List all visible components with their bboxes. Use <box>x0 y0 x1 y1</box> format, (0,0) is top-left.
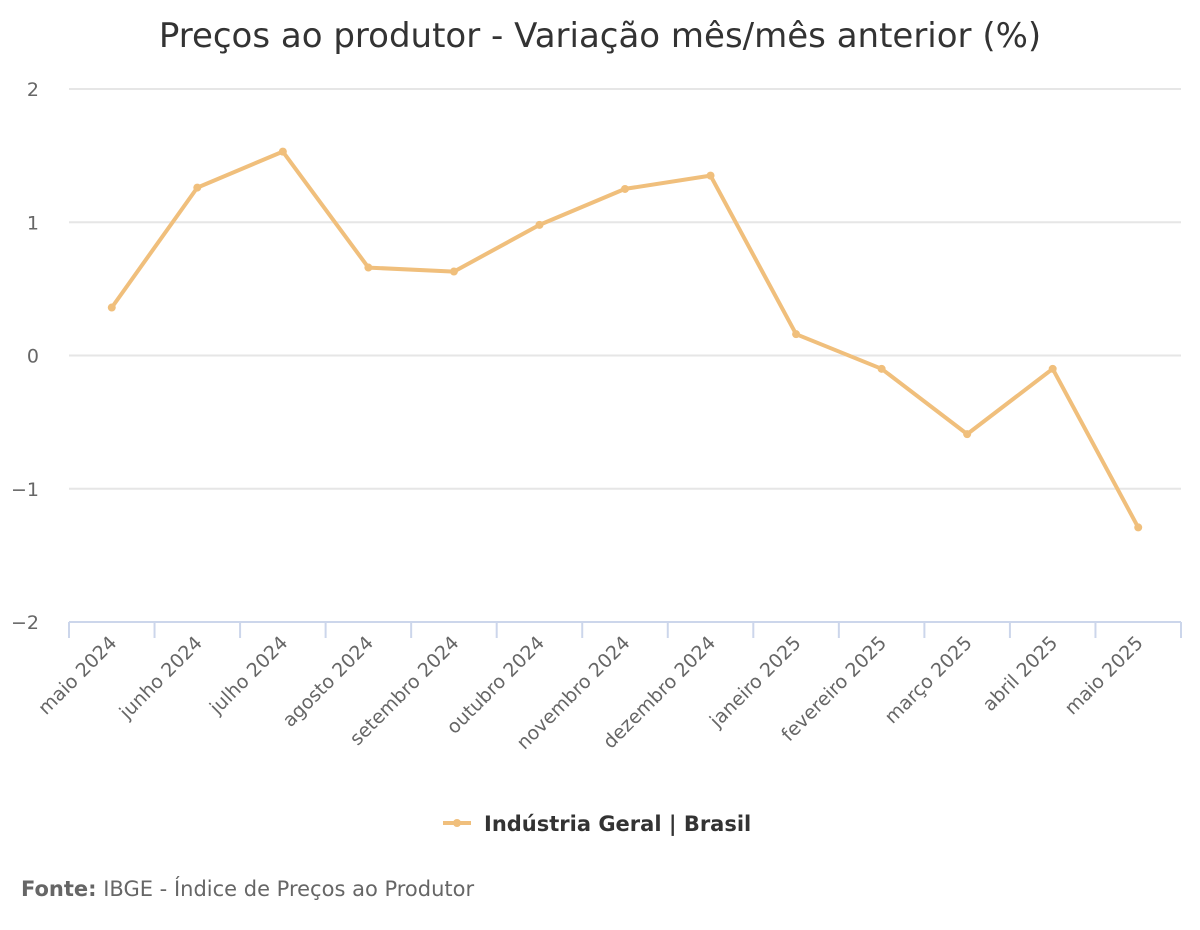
y-axis: 2 1 0 −1 −2 <box>11 79 39 634</box>
source-text: IBGE - Índice de Preços ao Produtor <box>96 877 475 901</box>
series-line <box>109 149 1141 530</box>
y-tick-label: 0 <box>27 346 39 368</box>
legend-label[interactable]: Indústria Geral | Brasil <box>484 812 751 837</box>
x-tick-label: junho 2024 <box>115 632 207 724</box>
y-tick-label: 2 <box>27 79 39 101</box>
y-tick-label: 1 <box>27 212 39 234</box>
legend-point-marker <box>453 819 461 827</box>
data-point[interactable] <box>107 303 116 312</box>
source-label: Fonte: <box>21 877 97 901</box>
data-point[interactable] <box>706 171 715 180</box>
y-tick-label: −1 <box>11 479 39 501</box>
y-tick-label: −2 <box>11 612 39 634</box>
data-point[interactable] <box>278 147 287 156</box>
x-tick-label: julho 2024 <box>205 632 292 719</box>
data-point[interactable] <box>877 364 886 373</box>
data-point[interactable] <box>193 183 202 192</box>
data-point[interactable] <box>621 184 629 193</box>
x-tick-label: março 2025 <box>881 632 977 728</box>
data-point[interactable] <box>1134 523 1143 532</box>
x-tick-label: abril 2025 <box>978 632 1062 716</box>
x-tick-label: maio 2024 <box>34 632 121 719</box>
chart-title: Preços ao produtor - Variação mês/mês an… <box>159 16 1041 56</box>
data-point[interactable] <box>792 330 801 339</box>
data-point[interactable] <box>449 267 458 276</box>
data-point[interactable] <box>535 220 544 229</box>
data-point[interactable] <box>963 430 972 439</box>
data-point[interactable] <box>364 263 373 272</box>
grid-lines <box>69 88 1181 490</box>
x-tick-label: maio 2025 <box>1060 632 1147 719</box>
legend[interactable]: Indústria Geral | Brasil <box>443 812 751 837</box>
data-point[interactable] <box>1048 364 1057 373</box>
series-group <box>107 147 1143 532</box>
source-note: Fonte: IBGE - Índice de Preços ao Produt… <box>21 877 474 901</box>
